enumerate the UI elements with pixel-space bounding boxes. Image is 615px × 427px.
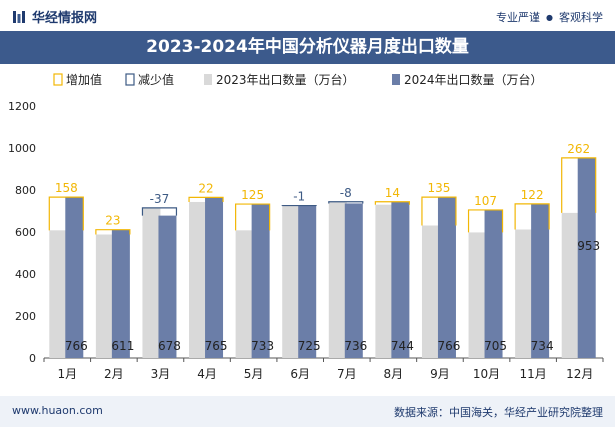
bar-2023 xyxy=(189,201,208,358)
bar-2023 xyxy=(515,229,534,358)
change-label: -8 xyxy=(340,186,352,200)
change-label: 135 xyxy=(428,181,451,195)
bar-2024 xyxy=(251,204,270,358)
chart-title: 2023-2024年中国分析仪器月度出口数量 xyxy=(0,31,615,64)
brand-logo-icon xyxy=(13,10,25,23)
y-tick-label: 200 xyxy=(15,310,36,323)
x-tick-label: 4月 xyxy=(197,367,217,381)
y-tick-label: 0 xyxy=(29,352,36,365)
value-label-2024: 705 xyxy=(484,339,507,353)
legend-increase-swatch xyxy=(53,73,63,86)
bar-2023 xyxy=(328,201,347,358)
bar-2024 xyxy=(531,203,550,358)
value-label-2024: 733 xyxy=(251,339,274,353)
top-bar: 华经情报网 专业严谨 ● 客观科学 xyxy=(0,0,615,30)
x-tick-label: 5月 xyxy=(244,367,264,381)
increase-bracket xyxy=(467,209,504,233)
change-label: -1 xyxy=(293,190,305,204)
y-tick-label: 1200 xyxy=(8,100,36,113)
change-label: 262 xyxy=(567,142,590,156)
x-tick-label: 3月 xyxy=(151,367,171,381)
value-label-2024: 734 xyxy=(531,339,554,353)
x-tick-label: 6月 xyxy=(290,367,310,381)
x-tick-label: 11月 xyxy=(519,367,546,381)
bar-2023 xyxy=(142,207,161,358)
x-tick-label: 9月 xyxy=(430,367,450,381)
change-label: 22 xyxy=(198,181,213,195)
increase-bracket xyxy=(421,196,457,226)
value-label-2024: 766 xyxy=(438,339,461,353)
tagline-separator-icon: ● xyxy=(546,12,553,22)
change-label: 14 xyxy=(385,186,400,200)
legend-label: 2024年出口数量（万台） xyxy=(404,72,543,87)
bar-2024 xyxy=(484,209,503,358)
bar-2023 xyxy=(235,230,254,358)
decrease-bracket xyxy=(141,207,178,216)
bar-2023 xyxy=(561,212,580,358)
value-label-2024: 725 xyxy=(298,339,321,353)
footer: www.huaon.com 数据来源：中国海关，华经产业研究院整理 xyxy=(0,396,615,427)
value-label-2024: 611 xyxy=(111,339,134,353)
increase-bracket xyxy=(514,203,550,230)
x-tick-label: 7月 xyxy=(337,367,357,381)
increase-bracket xyxy=(95,229,131,235)
legend-label: 减少值 xyxy=(138,72,174,87)
y-tick-label: 1000 xyxy=(8,142,36,155)
value-label-2024: 765 xyxy=(205,339,228,353)
bar-2023 xyxy=(49,230,68,358)
change-label: 23 xyxy=(105,214,120,228)
bar-2024 xyxy=(391,201,410,358)
change-label: 107 xyxy=(474,194,497,208)
value-label-2024: 766 xyxy=(65,339,88,353)
bar-2024 xyxy=(437,197,456,358)
legend-label: 增加值 xyxy=(66,72,102,87)
x-tick-label: 12月 xyxy=(566,367,593,381)
bar-2023 xyxy=(468,232,487,358)
brand[interactable]: 华经情报网 xyxy=(12,7,97,26)
brand-name: 华经情报网 xyxy=(32,11,98,26)
x-tick-label: 2月 xyxy=(104,367,124,381)
change-label: -37 xyxy=(150,192,170,206)
increase-bracket xyxy=(374,201,410,205)
value-label-2024: 953 xyxy=(577,239,600,253)
tagline: 专业严谨 ● 客观科学 xyxy=(496,9,603,25)
increase-bracket xyxy=(188,196,224,202)
bar-chart: 增加值 减少值 2023年出口数量（万台） 2024年出口数量（万台） 0 200 400 6… xyxy=(8,72,604,381)
change-label: 122 xyxy=(521,188,544,202)
increase-bracket xyxy=(48,196,84,231)
change-label: 125 xyxy=(241,188,264,202)
bar-2024 xyxy=(344,203,363,358)
increase-bracket xyxy=(561,157,597,213)
legend-decrease-swatch xyxy=(125,73,135,86)
tagline-left: 专业严谨 xyxy=(496,11,541,24)
increase-bracket xyxy=(235,203,271,231)
bar-2024 xyxy=(205,197,224,358)
legend-label: 2023年出口数量（万台） xyxy=(216,72,355,87)
bar-2024 xyxy=(65,197,84,358)
value-label-2024: 736 xyxy=(344,339,367,353)
tagline-right: 客观科学 xyxy=(559,11,603,24)
x-tick-label: 8月 xyxy=(384,367,404,381)
footer-url[interactable]: www.huaon.com xyxy=(12,404,103,417)
y-tick-label: 800 xyxy=(15,184,36,197)
bar-2024 xyxy=(298,205,317,358)
legend-y23-swatch xyxy=(204,74,212,85)
legend-y24-swatch xyxy=(392,74,400,85)
x-tick-label: 1月 xyxy=(57,367,77,381)
value-label-2024: 744 xyxy=(391,339,414,353)
footer-source: 数据来源：中国海关，华经产业研究院整理 xyxy=(394,406,603,419)
change-label: 158 xyxy=(55,181,78,195)
bar-2024 xyxy=(158,215,177,358)
bar-2024 xyxy=(111,229,130,358)
x-tick-label: 10月 xyxy=(473,367,500,381)
y-tick-label: 600 xyxy=(15,226,36,239)
bar-2024 xyxy=(577,157,596,358)
bar-2023 xyxy=(282,205,301,358)
value-label-2024: 678 xyxy=(158,339,181,353)
bar-2023 xyxy=(95,234,114,358)
bar-2023 xyxy=(375,204,394,358)
y-tick-label: 400 xyxy=(15,268,36,281)
bar-2023 xyxy=(421,225,440,358)
decrease-bracket xyxy=(328,201,364,204)
